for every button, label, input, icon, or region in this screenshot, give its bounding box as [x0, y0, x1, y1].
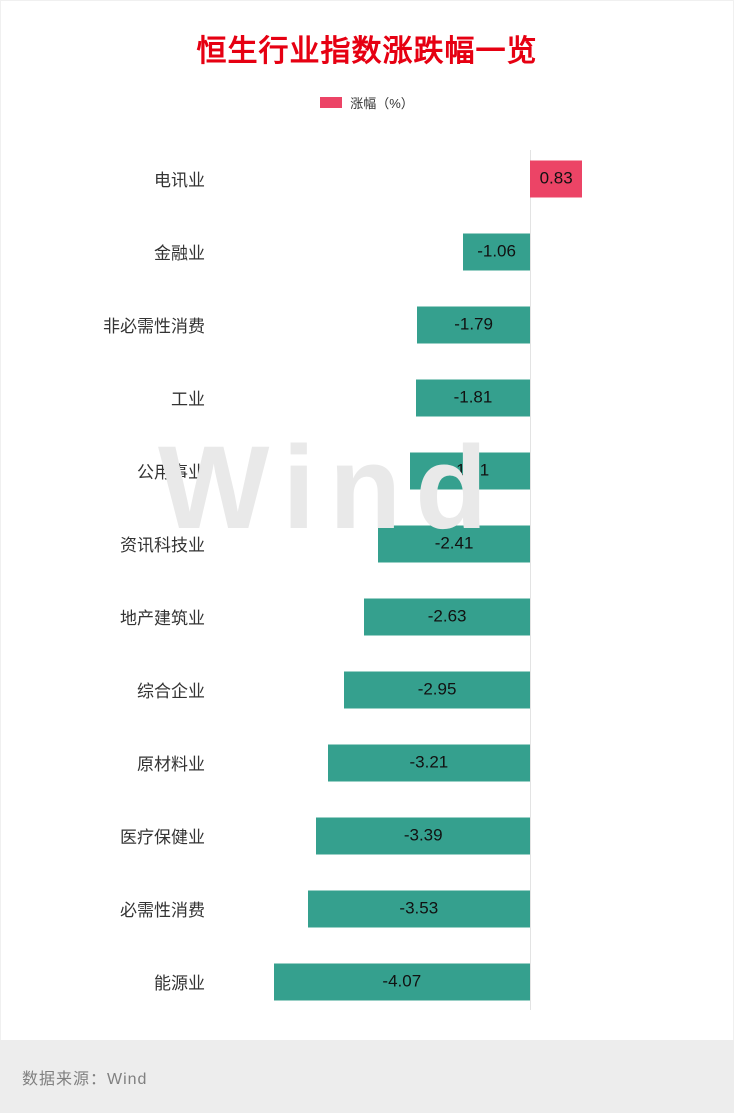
category-label: 综合企业 — [137, 682, 205, 701]
category-label: 地产建筑业 — [120, 609, 205, 628]
plot-area: -3.39 — [215, 799, 734, 872]
legend-swatch-icon — [320, 96, 343, 108]
category-label: 工业 — [171, 390, 205, 409]
chart-row: 金融业 -1.06 — [0, 215, 734, 288]
data-source-note: 数据来源：Wind — [22, 1070, 148, 1088]
bar-value: -1.91 — [450, 460, 490, 480]
bar-value: -2.63 — [427, 606, 467, 626]
plot-area: -1.91 — [215, 434, 734, 507]
chart-title: 恒生行业指数涨跌幅一览 — [196, 35, 538, 68]
chart-row: 电讯业 0.83 — [0, 142, 734, 215]
zero-axis-line — [530, 150, 531, 1010]
category-label: 必需性消费 — [120, 901, 205, 920]
legend: 涨幅（%） — [0, 94, 734, 111]
footer: 数据来源：Wind — [0, 1040, 734, 1113]
chart-row: 综合企业 -2.95 — [0, 653, 734, 726]
bar-value: -3.53 — [399, 898, 439, 918]
plot-area: -3.21 — [215, 726, 734, 799]
bar-value: -4.07 — [382, 971, 422, 991]
chart-row: 地产建筑业 -2.63 — [0, 580, 734, 653]
chart-row: 必需性消费 -3.53 — [0, 872, 734, 945]
bar-value: -1.06 — [477, 241, 516, 261]
category-label: 医疗保健业 — [120, 828, 205, 847]
category-label: 资讯科技业 — [120, 536, 205, 555]
bar: -4.07 — [273, 963, 530, 1000]
bar-value: -3.39 — [403, 825, 443, 845]
bar: -3.21 — [327, 744, 530, 781]
plot-area: -2.41 — [215, 507, 734, 580]
category-label: 电讯业 — [154, 171, 205, 190]
bar: 0.83 — [530, 160, 583, 197]
bar: -1.81 — [415, 379, 530, 416]
bar-value: -2.95 — [417, 679, 457, 699]
plot-area: -3.53 — [215, 872, 734, 945]
category-label: 公用事业 — [137, 463, 205, 482]
category-label: 金融业 — [154, 244, 205, 263]
legend-label: 涨幅（%） — [350, 95, 414, 111]
bar: -1.06 — [463, 233, 530, 270]
plot-area: -4.07 — [215, 945, 734, 1018]
chart-row: 原材料业 -3.21 — [0, 726, 734, 799]
bar-value: -1.79 — [454, 314, 493, 334]
bar-value: -3.21 — [409, 752, 449, 772]
chart-row: 公用事业 -1.91 — [0, 434, 734, 507]
category-label: 原材料业 — [137, 755, 205, 774]
bar-chart: 电讯业 0.83 金融业 -1.06 非必需性消费 -1.79 工业 -1.81 公用事业 -1.… — [0, 142, 734, 1018]
bar-value: 0.83 — [539, 168, 573, 188]
plot-area: -1.06 — [215, 215, 734, 288]
chart-row: 工业 -1.81 — [0, 361, 734, 434]
chart-row: 医疗保健业 -3.39 — [0, 799, 734, 872]
bar: -2.41 — [378, 525, 530, 562]
bar: -1.91 — [409, 452, 530, 489]
plot-area: -2.95 — [215, 653, 734, 726]
chart-row: 能源业 -4.07 — [0, 945, 734, 1018]
category-label: 能源业 — [154, 974, 205, 993]
chart-row: 非必需性消费 -1.79 — [0, 288, 734, 361]
plot-area: -2.63 — [215, 580, 734, 653]
bar: -1.79 — [417, 306, 530, 343]
chart-row: 资讯科技业 -2.41 — [0, 507, 734, 580]
plot-area: -1.81 — [215, 361, 734, 434]
chart-rows: 电讯业 0.83 金融业 -1.06 非必需性消费 -1.79 工业 -1.81 公用事业 -1.… — [0, 142, 734, 1018]
category-label: 非必需性消费 — [103, 317, 205, 336]
bar: -2.63 — [364, 598, 530, 635]
bar: -3.39 — [316, 817, 530, 854]
bar: -2.95 — [344, 671, 530, 708]
plot-area: 0.83 — [215, 142, 734, 215]
bar-value: -2.41 — [434, 533, 474, 553]
plot-area: -1.79 — [215, 288, 734, 361]
bar: -3.53 — [307, 890, 530, 927]
bar-value: -1.81 — [453, 387, 493, 407]
